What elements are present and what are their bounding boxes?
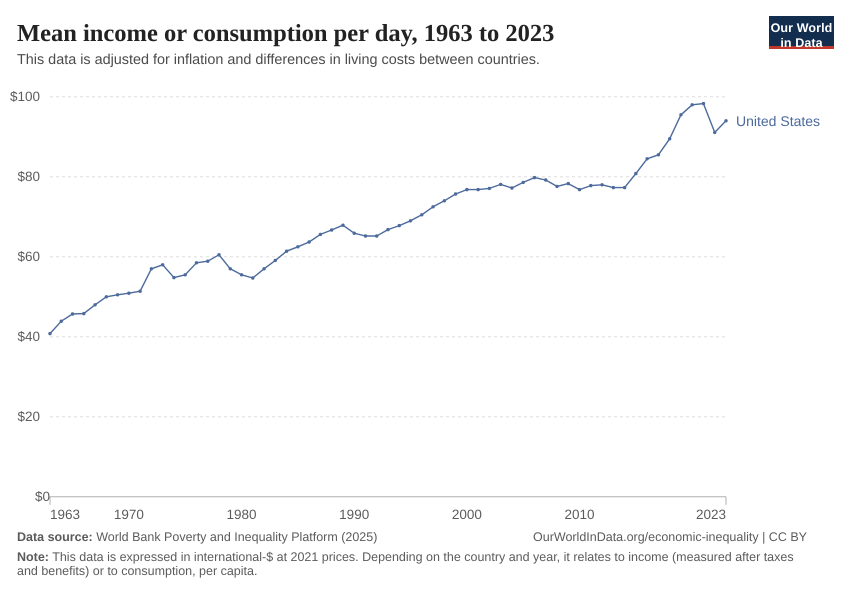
svg-text:1963: 1963 (50, 507, 80, 522)
svg-text:United States: United States (736, 113, 820, 129)
svg-text:2000: 2000 (452, 507, 482, 522)
svg-text:$20: $20 (17, 409, 40, 424)
svg-text:2010: 2010 (565, 507, 595, 522)
svg-text:$40: $40 (17, 329, 40, 344)
svg-text:2023: 2023 (696, 507, 726, 522)
svg-text:$80: $80 (17, 169, 40, 184)
svg-text:$0: $0 (35, 489, 50, 504)
svg-text:$60: $60 (17, 249, 40, 264)
svg-text:1990: 1990 (339, 507, 369, 522)
svg-text:1980: 1980 (227, 507, 257, 522)
svg-text:1970: 1970 (114, 507, 144, 522)
svg-text:$100: $100 (10, 89, 40, 104)
